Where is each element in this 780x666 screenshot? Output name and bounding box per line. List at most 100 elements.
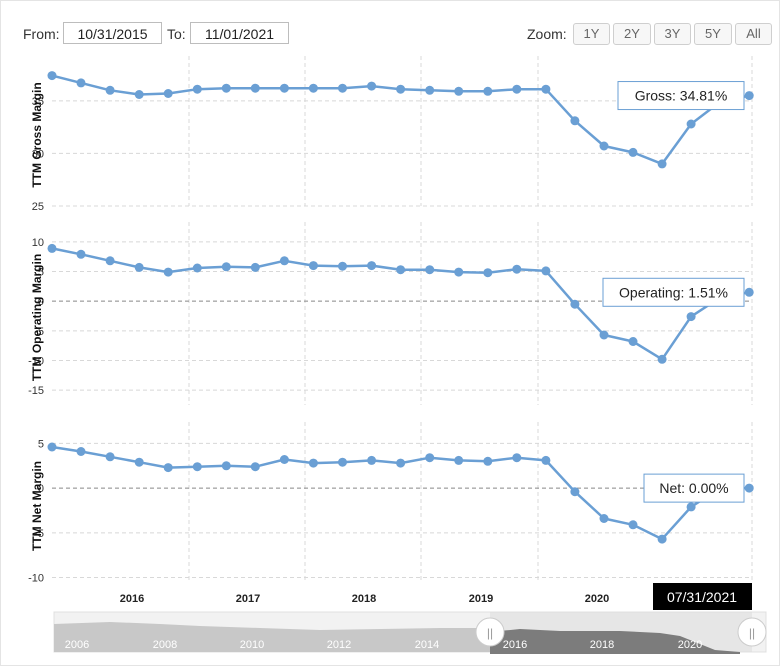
data-point — [279, 256, 289, 266]
data-point — [454, 455, 464, 465]
data-point — [744, 483, 754, 493]
x-year-label: 2016 — [120, 593, 144, 605]
data-point — [221, 83, 231, 93]
data-point — [541, 266, 551, 276]
navigator-year-label: 2018 — [590, 639, 614, 651]
zoom-5y-button[interactable]: 5Y — [694, 23, 732, 45]
data-point — [628, 147, 638, 157]
data-point — [396, 84, 406, 94]
data-point — [599, 514, 609, 523]
zoom-1y-button[interactable]: 1Y — [573, 23, 610, 45]
handle-circle — [737, 617, 767, 647]
data-point — [628, 337, 638, 346]
to-date-input[interactable]: 11/01/2021 — [190, 22, 289, 44]
data-point — [396, 458, 406, 468]
tooltip-box — [643, 473, 745, 503]
tooltip-text: Gross: 34.81% — [635, 88, 728, 104]
navigator-year-label: 2012 — [327, 639, 351, 651]
tooltip: Gross: 34.81% — [617, 81, 745, 111]
data-point — [367, 261, 377, 271]
data-point — [744, 287, 754, 297]
data-point — [512, 453, 522, 463]
y-tick-label: 0 — [38, 483, 44, 495]
navigator-right-handle[interactable]: || — [737, 617, 767, 647]
handle-circle — [475, 617, 505, 647]
data-point — [134, 457, 144, 467]
data-point — [163, 267, 173, 277]
navigator-year-label: 2020 — [678, 639, 702, 651]
zoom-3y-button[interactable]: 3Y — [654, 23, 691, 45]
data-point — [512, 264, 522, 274]
tooltip: Net: 0.00% — [643, 473, 745, 503]
data-point — [686, 119, 696, 129]
data-point — [308, 458, 318, 468]
data-point — [47, 243, 57, 253]
data-point — [134, 262, 144, 272]
data-point — [76, 78, 86, 88]
navigator-year-label: 2008 — [153, 639, 177, 651]
y-tick-label: 35 — [32, 96, 44, 108]
data-point — [425, 453, 435, 463]
data-point — [599, 141, 609, 151]
navigator-selected-area — [490, 629, 740, 654]
y-tick-label: -5 — [34, 528, 44, 540]
data-point — [367, 81, 377, 91]
x-year-label: 2017 — [236, 593, 260, 605]
data-point — [192, 84, 202, 94]
navigator-year-label: 2014 — [415, 639, 439, 651]
y-tick-label: 30 — [32, 148, 44, 160]
data-point — [657, 354, 667, 364]
zoom-all-button[interactable]: All — [735, 23, 772, 45]
y-tick-label: 0 — [38, 296, 44, 308]
y-tick-label: -10 — [28, 356, 44, 368]
from-date-input[interactable]: 10/31/2015 — [63, 22, 162, 44]
data-point — [221, 461, 231, 471]
hover-date-badge — [653, 583, 752, 610]
data-point — [425, 265, 435, 275]
data-point — [250, 83, 260, 93]
data-point — [657, 159, 667, 169]
data-point — [76, 249, 86, 259]
zoom-2y-button[interactable]: 2Y — [613, 23, 651, 45]
navigator-year-label: 2006 — [65, 639, 89, 651]
data-point — [744, 91, 754, 101]
to-label: To: — [167, 26, 186, 42]
data-point — [279, 83, 289, 93]
y-axis-title: TTM Operating Margin — [30, 254, 44, 381]
y-tick-label: 5 — [38, 267, 44, 279]
tooltip-text: Net: 0.00% — [659, 480, 728, 496]
data-point — [686, 312, 696, 322]
panel-2: -15 -10 -5 0 5 10 TTM Operating Margin Operatin… — [28, 222, 754, 405]
navigator: 2006 2008 2010 2012 2014 2016 2018 2020 || || — [53, 611, 767, 654]
data-point — [483, 86, 493, 96]
from-label: From: — [23, 26, 60, 42]
data-point — [657, 534, 667, 544]
data-point — [512, 84, 522, 94]
data-point — [570, 487, 580, 497]
navigator-year-label: 2016 — [503, 639, 527, 651]
tooltip-text: Operating: 1.51% — [619, 284, 728, 300]
handle-grip: || — [487, 626, 493, 640]
data-point — [308, 83, 318, 93]
navigator-year-label: 2010 — [240, 639, 264, 651]
data-point — [599, 330, 609, 340]
data-point — [454, 267, 464, 277]
data-point — [192, 462, 202, 472]
x-year-label: 2020 — [585, 593, 609, 605]
data-point — [628, 520, 638, 530]
data-point — [483, 456, 493, 466]
data-point — [279, 455, 289, 464]
data-point — [163, 463, 173, 473]
navigator-left-handle[interactable]: || — [475, 617, 505, 647]
data-point — [483, 268, 493, 278]
y-axis-title: TTM Gross Margin — [30, 82, 44, 187]
data-point — [425, 85, 435, 95]
y-tick-label: 10 — [32, 237, 44, 249]
tooltip: Operating: 1.51% — [602, 277, 745, 307]
data-point — [250, 462, 260, 472]
tooltip-box — [617, 81, 745, 111]
data-point — [105, 256, 115, 266]
handle-grip: || — [749, 626, 755, 640]
